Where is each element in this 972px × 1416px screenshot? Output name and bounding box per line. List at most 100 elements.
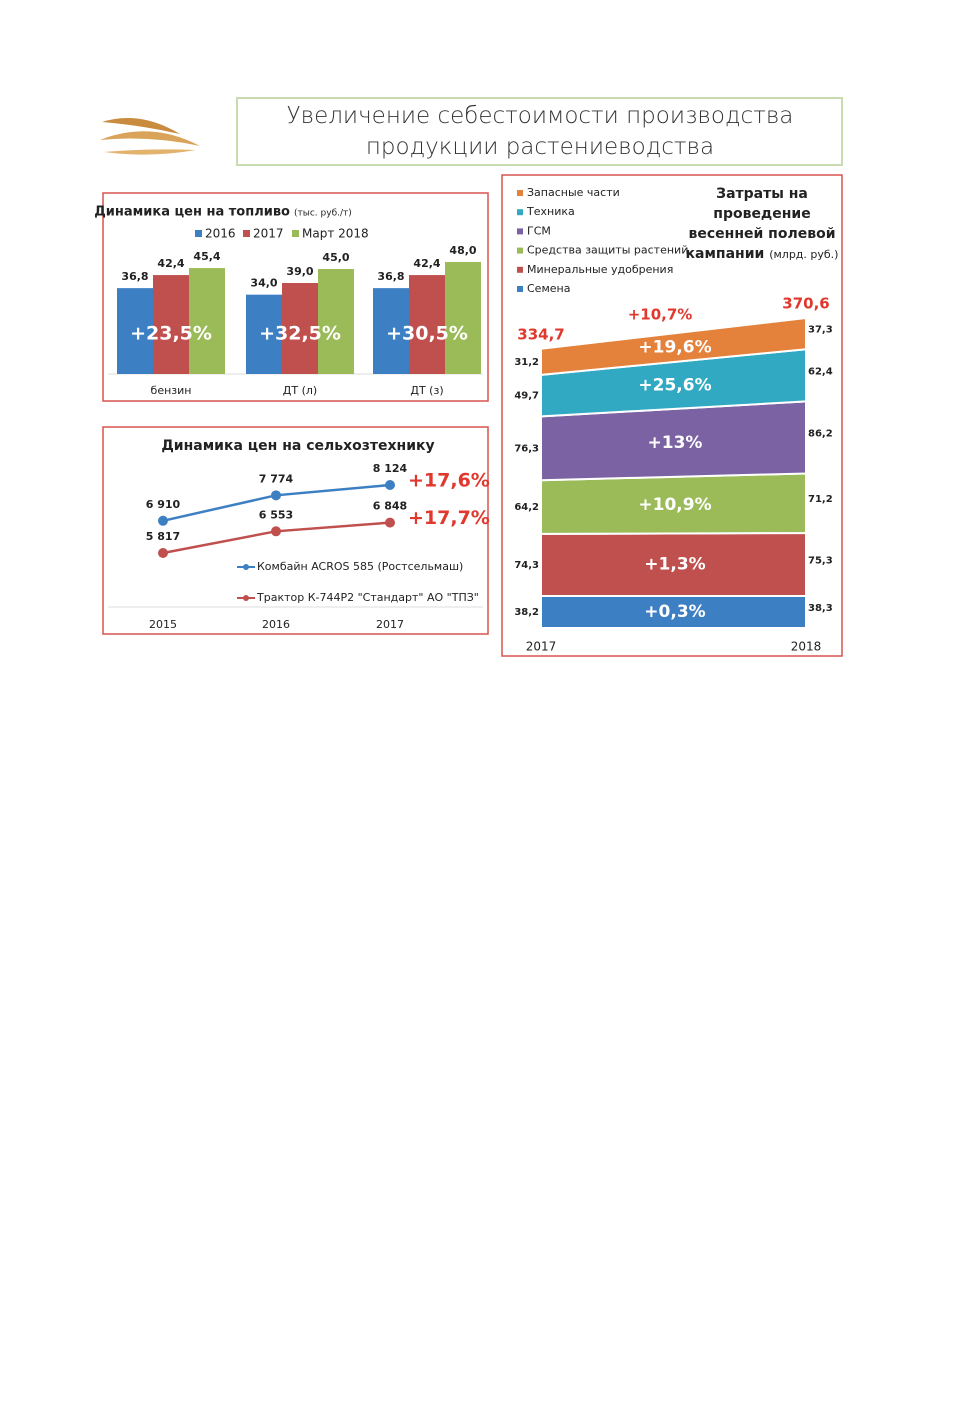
value-label: 6 848 (373, 500, 407, 513)
bar (282, 283, 318, 374)
value-label: 86,2 (808, 428, 833, 439)
value-label: 74,3 (514, 560, 539, 571)
value-label: 39,0 (286, 265, 313, 278)
header-title: Увеличение себестоимости производства пр… (286, 103, 794, 160)
header-fo: Увеличение себестоимости производства пр… (286, 103, 794, 160)
value-label: 64,2 (514, 502, 539, 513)
bar (117, 288, 153, 374)
legend-label: Март 2018 (302, 227, 369, 241)
change-label: +1,3% (644, 555, 705, 575)
change-label: +0,3% (644, 602, 705, 622)
total-label: 370,6 (782, 295, 829, 313)
value-label: 31,2 (514, 357, 539, 368)
change-label: +13% (648, 433, 703, 453)
value-label: 7 774 (259, 472, 294, 485)
legend-swatch (195, 230, 202, 237)
legend-swatch (292, 230, 299, 237)
value-label: 42,4 (413, 257, 440, 270)
point (158, 515, 168, 526)
change-label: +25,6% (638, 375, 711, 395)
legend-label: Запасные части (527, 186, 620, 199)
chart-title: Динамика цен на топливо (94, 205, 290, 220)
x-tick-label: 2016 (262, 618, 290, 631)
value-label: 38,3 (808, 603, 833, 614)
point (271, 526, 281, 537)
legend-marker (243, 564, 249, 570)
point (385, 517, 395, 528)
point (271, 490, 281, 501)
header-box (236, 97, 843, 166)
total-label: 334,7 (517, 325, 564, 343)
legend-label: Минеральные удобрения (527, 263, 673, 276)
legend-swatch (517, 228, 523, 235)
value-label: 45,0 (322, 251, 349, 264)
legend-swatch (243, 230, 250, 237)
change-label: +19,6% (638, 338, 711, 358)
point (158, 548, 168, 558)
legend-label: Комбайн ACROS 585 (Ростсельмаш) (257, 560, 463, 573)
legend-label: Семена (527, 282, 570, 295)
annotation: +23,5% (130, 323, 212, 345)
x-tick-label: 2015 (149, 618, 177, 631)
chart-title: Динамика цен на сельхозтехнику (161, 438, 434, 454)
value-label: 75,3 (808, 555, 833, 566)
legend-label: Средства защиты растений (527, 244, 688, 257)
value-label: 42,4 (157, 257, 184, 270)
x-tick-label: 2017 (526, 640, 557, 654)
total-change: +10,7% (628, 306, 693, 324)
x-tick-label: бензин (151, 384, 192, 397)
wheat-icon (100, 118, 200, 155)
value-label: 6 910 (146, 498, 181, 511)
value-label: 8 124 (373, 462, 408, 475)
value-label: 34,0 (250, 277, 277, 290)
value-label: 76,3 (514, 443, 539, 454)
legend-label: 2017 (253, 227, 284, 241)
legend-swatch (517, 266, 523, 273)
legend-label: Трактор К-744Р2 "Стандарт" АО "ТПЗ" (256, 591, 479, 604)
change-label: +17,6% (408, 470, 490, 492)
legend-marker (243, 595, 249, 601)
x-tick-label: ДТ (з) (410, 384, 443, 397)
value-label: 48,0 (449, 244, 476, 257)
bar (246, 294, 282, 374)
annotation: +30,5% (386, 323, 468, 345)
legend-label: ГСМ (527, 224, 551, 237)
bar (373, 288, 409, 374)
bar (445, 262, 481, 374)
point (385, 480, 395, 490)
change-label: +10,9% (638, 495, 711, 515)
chart-title-text: Затраты на проведение весенней полевой к… (685, 186, 836, 262)
value-label: 71,2 (808, 494, 833, 505)
x-tick-label: 2017 (376, 618, 404, 631)
x-tick-label: 2018 (791, 640, 822, 654)
bar (189, 268, 225, 374)
chart-subtitle: (тыс. руб./т) (294, 209, 352, 219)
title-fo: Затраты на проведение весенней полевой к… (682, 184, 842, 265)
legend-label: Техника (526, 205, 575, 218)
value-label: 36,8 (377, 270, 404, 283)
x-tick-label: ДТ (л) (283, 384, 317, 397)
value-label: 45,4 (193, 250, 220, 263)
bar (318, 269, 354, 374)
value-label: 36,8 (121, 270, 148, 283)
value-label: 62,4 (808, 366, 833, 377)
value-label: 6 553 (259, 508, 293, 521)
bar (409, 275, 445, 374)
legend-swatch (517, 190, 523, 196)
value-label: 38,2 (514, 607, 539, 618)
value-label: 37,3 (808, 325, 833, 336)
value-label: 5 817 (146, 530, 180, 543)
legend-swatch (517, 286, 523, 292)
area-band (540, 316, 807, 376)
value-label: 49,7 (514, 391, 539, 402)
chart-subtitle: (млрд. руб.) (769, 248, 839, 261)
annotation: +32,5% (259, 323, 341, 345)
legend-label: 2016 (205, 227, 236, 241)
chart-title: Затраты на проведение весенней полевой к… (682, 184, 842, 265)
legend-swatch (517, 247, 523, 254)
legend-swatch (517, 209, 523, 216)
change-label: +17,7% (408, 507, 490, 529)
bar (153, 275, 189, 374)
